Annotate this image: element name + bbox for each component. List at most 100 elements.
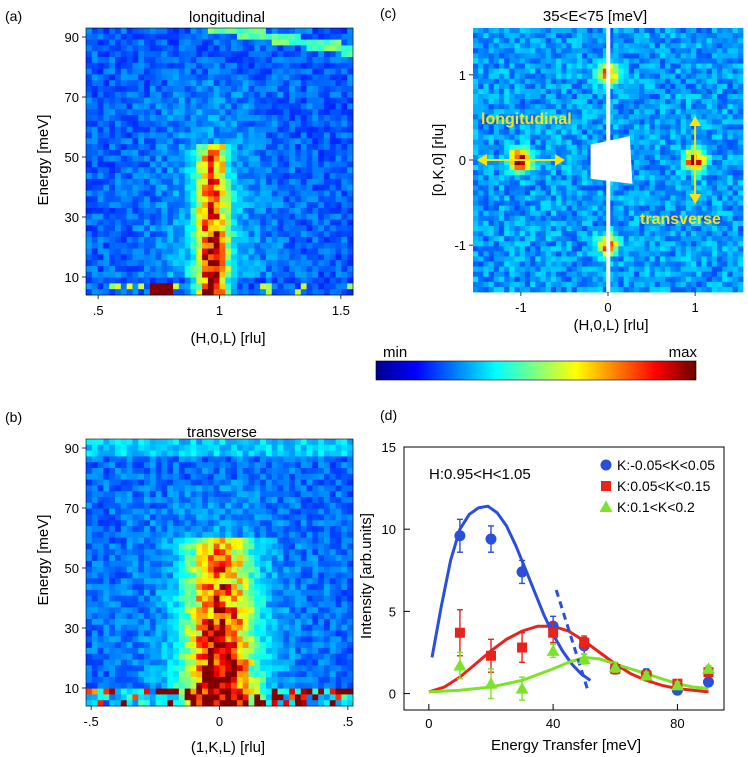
heatmap-cell (196, 624, 203, 631)
heatmap-cell (178, 630, 186, 637)
heatmap-cell (493, 48, 500, 54)
heatmap-cell (120, 439, 128, 446)
heatmap-cell (149, 653, 157, 660)
heatmap-cell (115, 132, 122, 139)
heatmap-cell (318, 624, 325, 631)
heatmap-cell (306, 613, 313, 620)
heatmap-cell (323, 173, 331, 180)
heatmap-cell (665, 88, 671, 95)
heatmap-cell (219, 144, 226, 151)
heatmap-cell (236, 549, 244, 556)
heatmap-cell (149, 97, 157, 104)
heatmap-cell (347, 155, 354, 162)
heatmap-cell (149, 138, 157, 145)
heatmap-cell (329, 531, 336, 539)
panel-label-d: (d) (380, 407, 397, 423)
heatmap-cell (173, 155, 180, 162)
heatmap-cell (155, 572, 162, 579)
heatmap-cell (173, 595, 180, 602)
heatmap-cell (277, 473, 284, 481)
heatmap-cell (335, 642, 342, 649)
heatmap-cell (173, 120, 180, 128)
heatmap-cell (483, 73, 489, 80)
heatmap-cell (347, 566, 354, 573)
heatmap-cell (618, 28, 624, 34)
heatmap-cell (161, 178, 168, 186)
heatmap-cell (680, 94, 687, 100)
heatmap-cell (283, 138, 290, 145)
heatmap-cell (478, 48, 484, 54)
heatmap-cell (196, 630, 203, 637)
heatmap-cell (335, 202, 342, 209)
heatmap-cell (236, 671, 244, 678)
heatmap-cell (283, 277, 290, 284)
heatmap-cell (602, 33, 609, 39)
heatmap-cell (115, 601, 122, 608)
heatmap-cell (97, 283, 104, 290)
heatmap-cell (341, 578, 348, 585)
heatmap-cell (219, 68, 226, 75)
heatmap-cell (161, 271, 168, 278)
heatmap-cell (161, 45, 168, 52)
heatmap-cell (300, 647, 307, 655)
heatmap-cell (294, 149, 302, 157)
heatmap-cell (498, 63, 505, 70)
heatmap-cell (514, 63, 521, 70)
heatmap-cell (254, 549, 261, 556)
heatmap-cell (294, 630, 302, 637)
heatmap-cell (587, 88, 593, 95)
heatmap-cell (202, 473, 209, 481)
heatmap-cell (493, 53, 500, 59)
heatmap-cell (86, 155, 93, 162)
heatmap-cell (727, 53, 734, 59)
heatmap-cell (178, 584, 186, 591)
heatmap-cell (306, 502, 313, 510)
heatmap-cell (196, 485, 203, 492)
heatmap-cell (190, 167, 197, 174)
heatmap-cell (318, 277, 325, 284)
heatmap-cell (341, 671, 348, 678)
heatmap-cell (335, 537, 342, 544)
heatmap-b-ytick-label: 50 (65, 561, 79, 576)
heatmap-cell (628, 68, 635, 75)
heatmap-cell (300, 242, 307, 249)
heatmap-cell (236, 578, 244, 585)
heatmap-cell (178, 688, 186, 695)
heatmap-cell (231, 231, 238, 238)
heatmap-cell (138, 91, 145, 99)
heatmap-cell (592, 78, 599, 85)
heatmap-cell (138, 109, 145, 116)
heatmap-cell (149, 120, 157, 128)
heatmap-cell (696, 63, 702, 70)
heatmap-cell (196, 514, 203, 521)
heatmap-cell (312, 630, 319, 637)
heatmap-cell (654, 58, 661, 64)
heatmap-cell (173, 144, 180, 151)
heatmap-cell (701, 58, 708, 64)
heatmap-cell (97, 595, 104, 602)
heatmap-cell (97, 277, 104, 284)
heatmap-cell (347, 589, 354, 597)
heatmap-cell (265, 647, 273, 655)
heatmap-cell (173, 109, 180, 116)
heatmap-cell (561, 28, 567, 34)
heatmap-cell (283, 196, 290, 203)
heatmap-cell (294, 624, 302, 631)
heatmap-cell (294, 566, 302, 573)
heatmap-cell (283, 236, 290, 244)
heatmap-cell (561, 38, 567, 44)
heatmap-cell (265, 115, 273, 122)
heatmap-cell (155, 97, 162, 104)
heatmap-cell (196, 225, 203, 232)
heatmap-cell (97, 39, 104, 46)
heatmap-cell (323, 601, 331, 608)
heatmap-cell (207, 549, 215, 556)
heatmap-cell (323, 74, 331, 81)
heatmap-cell (109, 584, 116, 591)
heatmap-cell (509, 28, 515, 34)
heatmap-cell (213, 45, 220, 52)
heatmap-cell (97, 190, 104, 197)
heatmap-cell (727, 63, 734, 70)
heatmap-cell (91, 624, 98, 631)
heatmap-cell (178, 514, 186, 521)
